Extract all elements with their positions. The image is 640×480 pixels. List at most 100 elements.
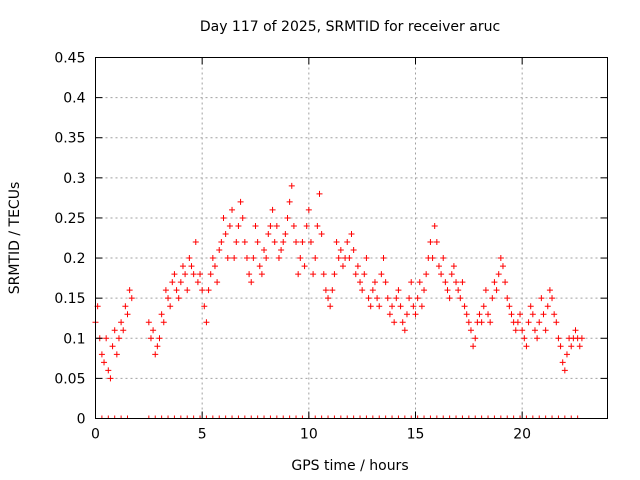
data-point — [120, 327, 127, 334]
y-tick-label: 0.4 — [63, 91, 85, 107]
data-point — [576, 343, 583, 350]
data-point — [280, 239, 287, 246]
data-point — [197, 271, 204, 278]
data-point — [542, 327, 549, 334]
data-point — [538, 295, 545, 302]
data-point — [103, 335, 110, 342]
data-point — [147, 335, 154, 342]
data-point — [305, 206, 312, 213]
data-point — [250, 255, 257, 262]
y-tick-label: 0 — [77, 412, 86, 428]
data-point — [267, 222, 274, 229]
data-point — [184, 287, 191, 294]
y-tick-label: 0.1 — [63, 331, 85, 347]
data-point — [303, 222, 310, 229]
data-point — [493, 287, 500, 294]
data-point — [322, 287, 329, 294]
data-point — [529, 311, 536, 318]
data-point — [152, 351, 159, 358]
data-point — [384, 295, 391, 302]
x-tick-label: 0 — [91, 427, 100, 443]
y-tick-label: 0.15 — [54, 291, 85, 307]
data-point — [386, 311, 393, 318]
y-axis-title: SRMTID / TECUs — [7, 182, 23, 295]
data-point — [391, 319, 398, 326]
data-point — [429, 255, 436, 262]
data-point — [278, 247, 285, 254]
data-point — [126, 287, 133, 294]
data-point — [269, 206, 276, 213]
data-point — [572, 327, 579, 334]
data-point — [224, 255, 231, 262]
data-point — [220, 214, 227, 221]
y-tick-label: 0.25 — [54, 211, 85, 227]
y-tick-label: 0.35 — [54, 131, 85, 147]
data-point — [446, 295, 453, 302]
data-point — [485, 311, 492, 318]
data-point — [335, 255, 342, 262]
data-point — [201, 303, 208, 310]
data-point — [423, 271, 430, 278]
data-point — [399, 319, 406, 326]
data-point — [154, 343, 161, 350]
data-point — [491, 279, 498, 286]
data-point — [115, 335, 122, 342]
x-axis-title: GPS time / hours — [291, 458, 408, 474]
data-point — [169, 279, 176, 286]
data-point — [467, 327, 474, 334]
data-point — [438, 271, 445, 278]
data-point — [382, 279, 389, 286]
data-point — [229, 206, 236, 213]
data-point — [333, 239, 340, 246]
data-point — [288, 182, 295, 189]
data-point — [470, 343, 477, 350]
data-point — [540, 311, 547, 318]
data-point — [418, 303, 425, 310]
data-point — [329, 287, 336, 294]
data-point — [568, 343, 575, 350]
data-point — [282, 230, 289, 237]
data-point — [534, 335, 541, 342]
data-point — [408, 279, 415, 286]
data-point — [555, 335, 562, 342]
data-point — [512, 327, 519, 334]
data-point — [167, 303, 174, 310]
data-point — [521, 335, 528, 342]
data-point — [320, 271, 327, 278]
data-point — [165, 295, 172, 302]
data-point — [514, 319, 521, 326]
data-point — [549, 295, 556, 302]
data-point — [248, 279, 255, 286]
data-point — [216, 247, 223, 254]
data-point — [453, 279, 460, 286]
data-point — [297, 255, 304, 262]
data-point — [162, 287, 169, 294]
y-tick-label: 0.45 — [54, 51, 85, 67]
data-point — [561, 367, 568, 374]
data-point — [401, 327, 408, 334]
data-point — [367, 303, 374, 310]
data-point — [290, 222, 297, 229]
data-point — [252, 222, 259, 229]
data-point — [310, 271, 317, 278]
data-point — [472, 335, 479, 342]
data-point — [455, 287, 462, 294]
data-point — [371, 279, 378, 286]
data-point — [435, 263, 442, 270]
data-point — [211, 263, 218, 270]
data-point — [489, 295, 496, 302]
data-point — [175, 295, 182, 302]
data-points — [92, 182, 585, 382]
data-point — [525, 319, 532, 326]
data-point — [263, 255, 270, 262]
data-point — [286, 198, 293, 205]
data-point — [156, 335, 163, 342]
data-point — [412, 311, 419, 318]
data-point — [203, 319, 210, 326]
data-point — [551, 311, 558, 318]
data-point — [173, 287, 180, 294]
data-point — [416, 279, 423, 286]
data-point — [519, 327, 526, 334]
data-point — [444, 287, 451, 294]
data-point — [226, 222, 233, 229]
